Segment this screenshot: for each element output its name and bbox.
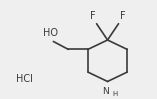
Text: F: F [90, 11, 95, 21]
Text: F: F [120, 11, 125, 21]
Text: HO: HO [43, 28, 58, 38]
Text: H: H [112, 91, 117, 97]
Text: N: N [102, 87, 109, 96]
Text: HCl: HCl [16, 74, 32, 84]
